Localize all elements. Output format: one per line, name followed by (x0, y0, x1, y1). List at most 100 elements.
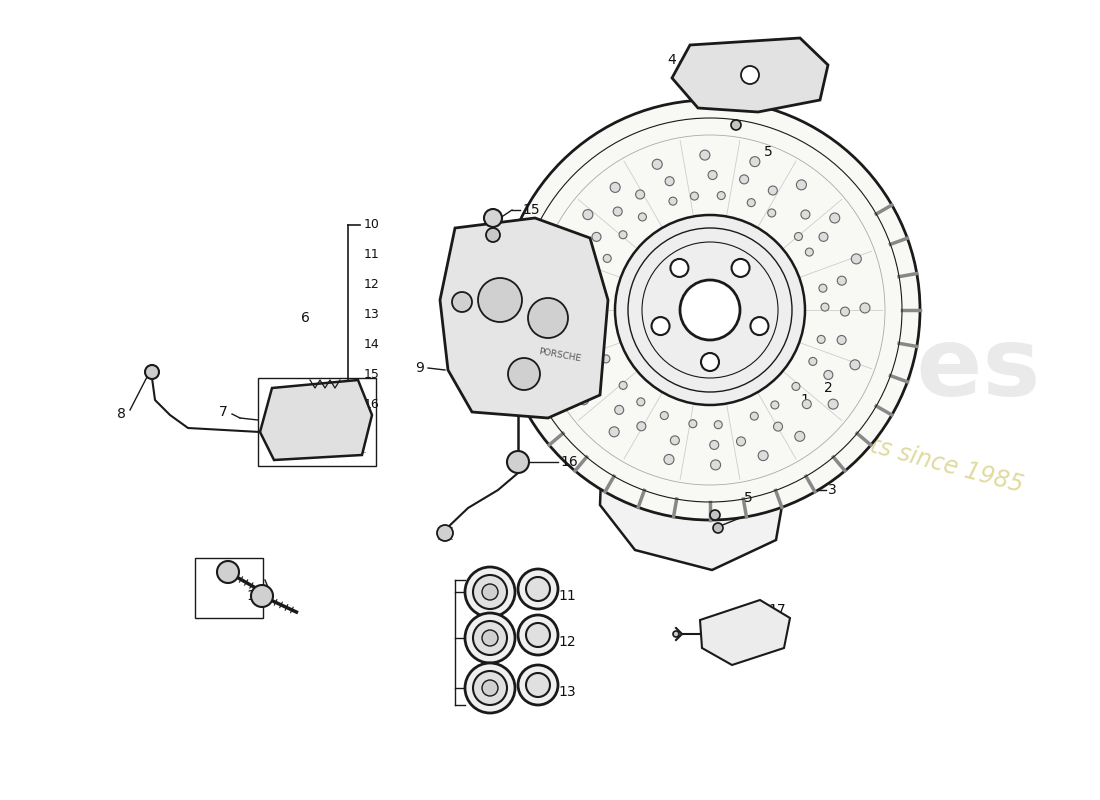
Text: 16: 16 (560, 455, 578, 469)
Text: 11: 11 (364, 249, 380, 262)
Circle shape (768, 209, 776, 217)
Circle shape (860, 303, 870, 313)
Text: 13: 13 (364, 309, 380, 322)
Circle shape (526, 577, 550, 601)
Text: 16: 16 (364, 398, 380, 411)
Circle shape (579, 394, 588, 405)
Circle shape (669, 197, 676, 205)
Circle shape (750, 412, 758, 420)
Text: 17: 17 (768, 603, 785, 617)
Circle shape (796, 180, 806, 190)
Circle shape (660, 411, 669, 419)
Circle shape (619, 230, 627, 238)
Circle shape (771, 401, 779, 409)
Text: 14: 14 (538, 223, 556, 237)
Circle shape (637, 422, 646, 430)
Circle shape (482, 584, 498, 600)
Polygon shape (260, 380, 372, 460)
Circle shape (638, 213, 647, 221)
Circle shape (758, 450, 768, 461)
Circle shape (805, 248, 813, 256)
Circle shape (526, 623, 550, 647)
Circle shape (739, 175, 749, 184)
Circle shape (737, 437, 746, 446)
Circle shape (710, 510, 720, 520)
Circle shape (587, 372, 597, 381)
Circle shape (465, 613, 515, 663)
Text: 14: 14 (364, 338, 380, 351)
Circle shape (637, 398, 645, 406)
Circle shape (465, 567, 515, 617)
Text: 1: 1 (800, 393, 808, 407)
Circle shape (670, 436, 680, 445)
Circle shape (609, 427, 619, 437)
Text: 3: 3 (828, 483, 837, 497)
Circle shape (732, 120, 741, 130)
Polygon shape (440, 218, 608, 418)
Circle shape (837, 276, 846, 285)
Circle shape (802, 400, 812, 409)
Circle shape (818, 284, 827, 292)
Circle shape (576, 265, 586, 274)
Circle shape (518, 665, 558, 705)
Text: PORSCHE: PORSCHE (538, 347, 582, 363)
Circle shape (840, 307, 849, 316)
Circle shape (794, 233, 802, 241)
Polygon shape (672, 38, 828, 112)
Circle shape (636, 190, 645, 199)
Circle shape (708, 170, 717, 179)
Text: 2: 2 (824, 381, 833, 395)
Text: europes: europes (598, 323, 1042, 417)
Circle shape (670, 259, 689, 277)
Text: 10: 10 (246, 589, 264, 603)
Circle shape (592, 232, 601, 242)
Circle shape (593, 284, 602, 292)
Circle shape (452, 292, 472, 312)
Circle shape (486, 228, 500, 242)
Circle shape (711, 460, 720, 470)
Circle shape (591, 310, 600, 318)
Circle shape (615, 406, 624, 414)
Text: 13: 13 (558, 685, 575, 699)
Circle shape (507, 451, 529, 473)
Circle shape (482, 680, 498, 696)
Circle shape (583, 210, 593, 219)
Circle shape (652, 159, 662, 170)
Text: 10: 10 (364, 218, 380, 231)
Circle shape (528, 298, 568, 338)
Circle shape (518, 569, 558, 609)
Circle shape (689, 420, 697, 428)
Circle shape (820, 232, 828, 242)
Circle shape (478, 278, 522, 322)
Circle shape (717, 191, 725, 199)
Text: 15: 15 (364, 369, 380, 382)
Circle shape (828, 399, 838, 409)
Circle shape (571, 312, 580, 321)
Text: 15: 15 (522, 203, 540, 217)
Circle shape (801, 210, 810, 219)
Circle shape (550, 313, 560, 322)
Circle shape (732, 259, 749, 277)
Circle shape (602, 355, 609, 363)
Circle shape (850, 360, 860, 370)
Circle shape (821, 303, 829, 311)
Text: 9: 9 (415, 361, 424, 375)
Circle shape (500, 100, 920, 520)
Circle shape (691, 192, 698, 200)
Circle shape (701, 353, 719, 371)
Text: a passion for parts since 1985: a passion for parts since 1985 (674, 382, 1025, 498)
Text: 4: 4 (668, 53, 676, 67)
Circle shape (615, 215, 805, 405)
Polygon shape (600, 378, 790, 570)
Circle shape (700, 150, 710, 160)
Circle shape (713, 523, 723, 533)
Circle shape (473, 575, 507, 609)
Circle shape (613, 207, 623, 216)
Circle shape (741, 66, 759, 84)
Circle shape (664, 454, 674, 465)
Circle shape (557, 350, 566, 360)
Text: 12: 12 (364, 278, 380, 291)
Circle shape (750, 317, 769, 335)
Circle shape (824, 370, 833, 379)
Circle shape (603, 254, 612, 262)
